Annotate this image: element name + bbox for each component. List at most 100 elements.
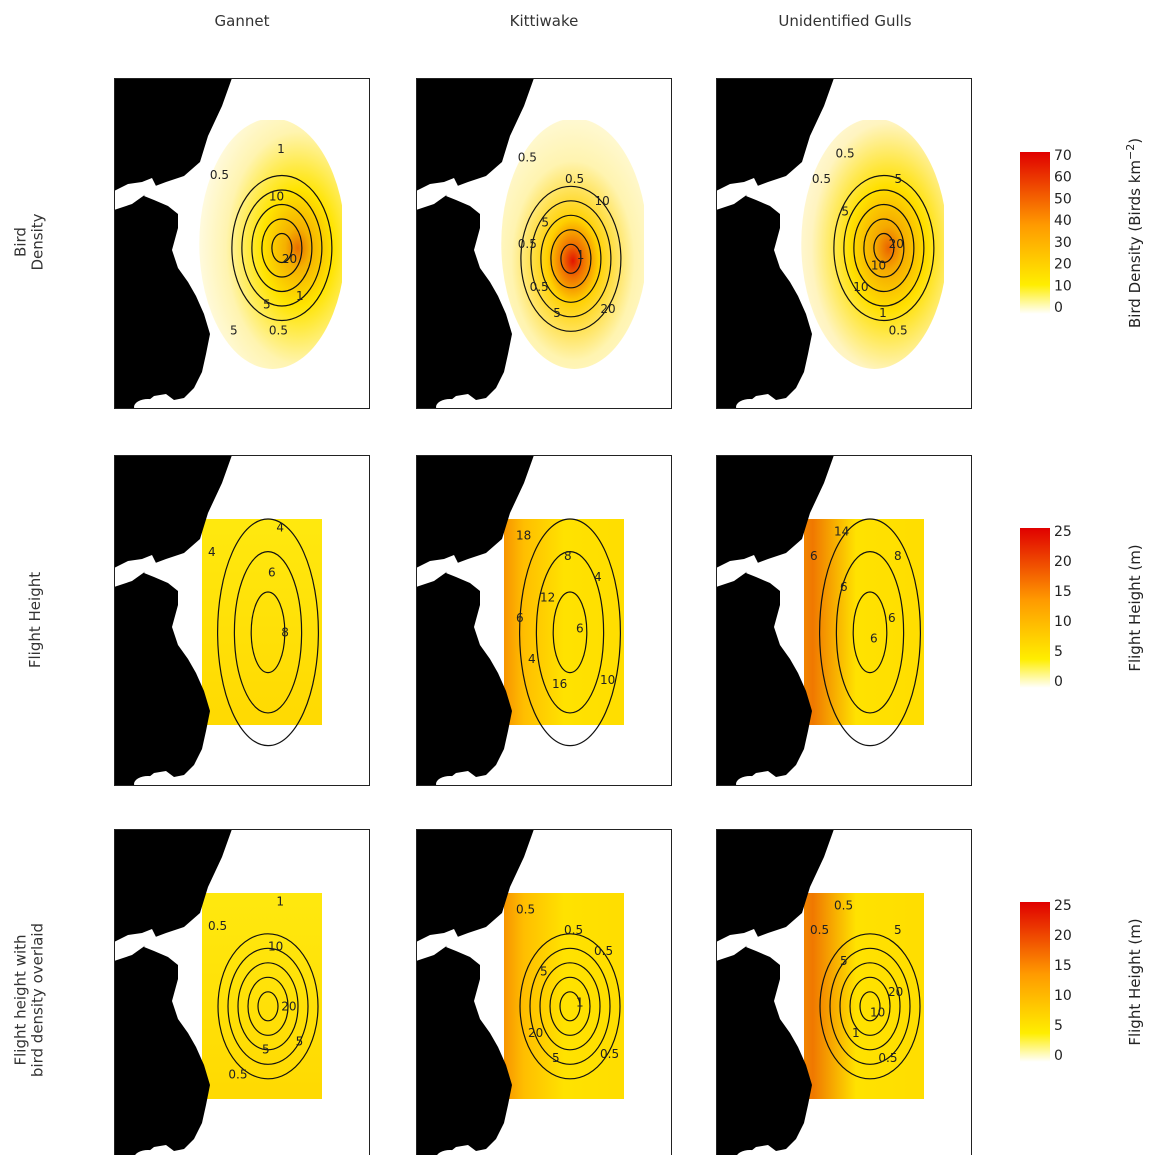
coastline-land — [716, 455, 834, 786]
contour-label: 10 — [871, 259, 886, 273]
contour-lines — [217, 933, 319, 1080]
contour-line — [873, 232, 895, 264]
contour-line — [250, 591, 286, 674]
contour-label: 0.5 — [836, 146, 855, 160]
row-label-line: Density — [29, 213, 47, 270]
heat-field — [804, 893, 924, 1099]
colorbar-tick-label: 30 — [1054, 235, 1072, 251]
contour-line — [863, 218, 905, 278]
colorbar-tick-label: 60 — [1054, 170, 1072, 186]
contour-lines — [231, 174, 333, 322]
colorbar-axis-label: Bird Density (Birds km−2) — [1124, 138, 1144, 328]
shoreline-notch — [134, 399, 162, 415]
contour-label: 4 — [528, 652, 536, 666]
shoreline-notch — [736, 776, 764, 792]
contour-label: 4 — [208, 545, 216, 559]
inlet-water — [716, 555, 758, 587]
inlet-water — [416, 555, 458, 587]
row-label-line: Flight height with — [12, 934, 30, 1065]
map-panel-flight-height-with-bird-density-overlaid-kittiwake: 0.5 5 1 5 0.5 20 0.5 0.5 — [416, 829, 672, 1159]
column-title-unidentified-gulls: Unidentified Gulls — [778, 12, 911, 30]
contour-label: 10 — [600, 673, 615, 687]
colorbar-tick-label: 15 — [1054, 958, 1072, 974]
colorbar-gradient — [1020, 528, 1050, 688]
contour-label: 10 — [269, 189, 284, 203]
contour-label: 0.5 — [518, 151, 537, 165]
coastline-land — [114, 455, 232, 786]
contour-line — [540, 214, 602, 303]
contour-line — [271, 232, 293, 264]
contour-label: 4 — [276, 520, 284, 534]
colorbar-tick-label: 0 — [1054, 300, 1063, 316]
shoreline-notch — [736, 399, 764, 415]
inlet-water — [716, 178, 758, 210]
contour-label: 0.5 — [600, 1047, 619, 1061]
contour-label: 6 — [516, 611, 524, 625]
coastline-land — [416, 829, 534, 1159]
row-label-3: Flight height with bird density overlaid — [12, 923, 47, 1077]
contour-lines — [519, 933, 621, 1080]
contour-line — [233, 551, 303, 714]
contour-line — [217, 933, 319, 1080]
contour-line — [829, 947, 911, 1065]
coastline-land — [114, 829, 232, 1159]
panel-frame — [416, 829, 672, 1159]
contour-line — [539, 962, 601, 1051]
contour-lines — [818, 518, 922, 747]
contour-line — [519, 933, 621, 1080]
contour-label: 0.5 — [518, 237, 537, 251]
colorbar-1: 70 60 50 40 30 20 10 0 Bird Density (Birds km−2) — [1020, 138, 1144, 328]
contour-label: 6 — [840, 580, 848, 594]
contour-label: 10 — [268, 940, 283, 954]
contour-line — [852, 591, 888, 674]
contour-line — [520, 185, 622, 332]
colorbar-tick-label: 70 — [1054, 148, 1072, 164]
contour-label: 0.5 — [210, 168, 229, 182]
map-panel-bird-density-gannet: 1 0.5 10 20 5 1 5 0.5 — [114, 78, 370, 415]
contour-line — [530, 200, 612, 318]
contour-line — [839, 962, 901, 1051]
coastline-land — [716, 78, 834, 409]
contour-label: 12 — [540, 590, 555, 604]
contour-label: 14 — [834, 524, 849, 538]
colorbar-tick-label: 20 — [1054, 928, 1072, 944]
contour-line — [535, 551, 605, 714]
contour-label: 10 — [870, 1006, 885, 1020]
contour-label: 0.5 — [530, 280, 549, 294]
contour-line — [550, 229, 592, 289]
panel-frame — [114, 455, 370, 786]
colorbar-gradient — [1020, 902, 1050, 1062]
contour-label: 5 — [296, 1034, 304, 1048]
contour-lines — [520, 185, 622, 332]
contour-label: 16 — [552, 677, 567, 691]
panel-frame — [716, 829, 972, 1159]
row-label-1: Bird Density — [12, 213, 47, 270]
svg-text:Bird Density (Birds km−2): Bird Density (Birds km−2) — [1124, 138, 1144, 328]
contour-label: 5 — [540, 964, 548, 978]
shoreline-notch — [436, 776, 464, 792]
contour-label: 5 — [263, 297, 271, 311]
contour-label: 6 — [870, 632, 878, 646]
contour-label: 5 — [553, 306, 561, 320]
contour-line — [261, 218, 303, 278]
contour-label: 6 — [810, 549, 818, 563]
column-title-gannet: Gannet — [215, 12, 270, 30]
heat-field — [801, 120, 944, 369]
contour-lines — [819, 933, 921, 1080]
contour-label: 0.5 — [594, 944, 613, 958]
contour-line — [257, 991, 279, 1022]
panel-frame — [114, 78, 370, 409]
contour-label: 20 — [281, 999, 296, 1013]
contour-label: 6 — [888, 611, 896, 625]
colorbar-tick-label: 10 — [1054, 614, 1072, 630]
contour-label: 0.5 — [834, 898, 853, 912]
panel-frame — [716, 78, 972, 409]
contour-line — [818, 518, 922, 747]
contour-label: 1 — [879, 306, 887, 320]
colorbar-tick-label: 15 — [1054, 584, 1072, 600]
contour-label: 5 — [895, 172, 903, 186]
panel-frame — [716, 455, 972, 786]
contour-label: 5 — [541, 215, 549, 229]
